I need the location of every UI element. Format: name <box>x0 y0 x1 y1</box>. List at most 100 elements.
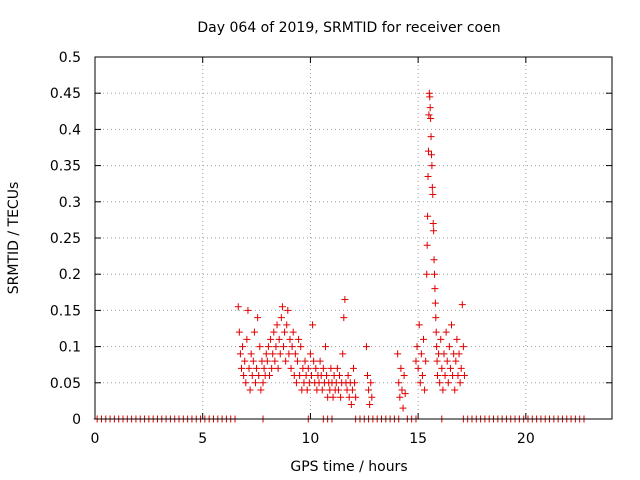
data-point <box>316 357 324 365</box>
data-point <box>458 301 466 309</box>
data-point <box>273 321 281 329</box>
data-point <box>283 321 291 329</box>
data-point <box>412 357 420 365</box>
data-point <box>442 328 450 336</box>
data-point <box>285 350 293 358</box>
data-point <box>420 335 428 343</box>
data-point <box>352 393 360 401</box>
data-point <box>284 306 292 314</box>
data-point <box>417 350 425 358</box>
y-tick-label: 0.15 <box>50 303 81 319</box>
data-point <box>262 350 270 358</box>
data-point <box>267 335 275 343</box>
data-point <box>432 314 440 322</box>
data-point <box>312 364 320 372</box>
x-axis-label: GPS time / hours <box>290 459 407 475</box>
data-point <box>240 372 248 380</box>
data-point <box>398 386 406 394</box>
data-point <box>460 372 468 380</box>
data-point <box>430 270 438 278</box>
data-point <box>421 386 429 394</box>
data-point <box>333 364 341 372</box>
data-point <box>271 357 279 365</box>
data-point <box>427 151 435 159</box>
data-point <box>253 364 261 372</box>
data-point <box>459 343 467 351</box>
data-point <box>310 357 318 365</box>
data-point <box>287 364 295 372</box>
data-point <box>303 386 311 394</box>
data-point <box>365 386 373 394</box>
data-point <box>416 379 424 387</box>
data-point <box>424 172 432 180</box>
data-point <box>337 393 345 401</box>
data-point <box>441 372 449 380</box>
y-tick-label: 0.1 <box>59 340 81 356</box>
data-point <box>429 220 437 228</box>
data-point <box>295 335 303 343</box>
data-point <box>245 364 253 372</box>
data-point <box>426 93 434 101</box>
data-point <box>436 379 444 387</box>
data-point <box>347 401 355 409</box>
data-point <box>241 357 249 365</box>
data-point <box>257 386 265 394</box>
data-point <box>237 364 245 372</box>
grid-lines <box>95 57 612 419</box>
data-point <box>274 364 282 372</box>
data-point <box>288 343 296 351</box>
data-point <box>278 303 286 311</box>
data-point <box>368 393 376 401</box>
data-point <box>424 147 432 155</box>
data-point <box>434 372 442 380</box>
x-tick-labels: 0 5 10 15 20 <box>91 431 535 447</box>
y-tick-label: 0 <box>72 412 81 428</box>
data-point <box>270 328 278 336</box>
data-point <box>244 306 252 314</box>
data-point <box>268 364 276 372</box>
data-point <box>264 343 272 351</box>
data-point <box>341 296 349 304</box>
y-tick-label: 0.25 <box>50 231 81 247</box>
y-tick-label: 0.45 <box>50 86 81 102</box>
data-point <box>243 335 251 343</box>
data-point <box>438 364 446 372</box>
x-tick-label: 20 <box>517 431 535 447</box>
data-point <box>397 364 405 372</box>
data-point <box>248 372 256 380</box>
data-point <box>423 241 431 249</box>
data-point <box>430 227 438 235</box>
data-point <box>327 364 335 372</box>
data-point <box>351 379 359 387</box>
data-point <box>250 328 258 336</box>
y-tick-label: 0.35 <box>50 159 81 175</box>
data-point <box>293 357 301 365</box>
data-point <box>440 350 448 358</box>
data-point <box>279 343 287 351</box>
data-point <box>309 321 317 329</box>
data-point <box>444 379 452 387</box>
data-point <box>282 357 290 365</box>
data-point <box>275 335 283 343</box>
data-point <box>297 343 305 351</box>
data-point <box>367 379 375 387</box>
data-point <box>301 357 309 365</box>
data-point <box>432 328 440 336</box>
data-point <box>277 314 285 322</box>
data-point <box>433 343 441 351</box>
data-point <box>234 303 242 311</box>
data-point <box>445 343 453 351</box>
data-point <box>448 321 456 329</box>
data-point <box>272 343 280 351</box>
data-point <box>329 393 337 401</box>
data-point <box>439 386 447 394</box>
data-point <box>255 372 263 380</box>
data-points <box>93 89 588 423</box>
data-point <box>350 364 357 372</box>
data-point <box>281 328 289 336</box>
data-point <box>292 379 300 387</box>
data-point <box>395 379 403 387</box>
data-point <box>289 328 297 336</box>
data-point <box>319 364 327 372</box>
